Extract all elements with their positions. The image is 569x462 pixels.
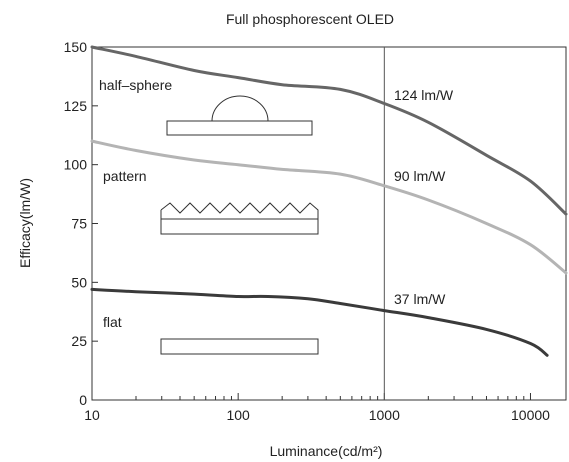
series-line-2 — [90, 287, 549, 357]
efficacy-annotation: 90 lm/W — [394, 168, 446, 184]
x-tick-label: 100 — [226, 407, 250, 423]
series-label: pattern — [103, 168, 147, 184]
series-line-1 — [90, 139, 568, 275]
y-tick-label: 25 — [71, 333, 87, 349]
efficacy-annotation: 37 lm/W — [394, 291, 446, 307]
x-tick-label: 1000 — [369, 407, 400, 423]
y-tick-label: 150 — [64, 39, 88, 55]
y-tick-label: 75 — [71, 216, 87, 232]
x-tick-label: 10000 — [511, 407, 550, 423]
x-tick-label: 10 — [84, 407, 100, 423]
x-axis-title: Luminance(cd/m²) — [270, 443, 383, 459]
pattern-device-sketch — [160, 202, 319, 235]
y-axis-title: Efficacy(lm/W) — [17, 178, 33, 268]
series-label: half–sphere — [99, 77, 172, 93]
y-tick-label: 125 — [64, 98, 88, 114]
y-tick-label: 100 — [64, 157, 88, 173]
flat-device-sketch — [160, 338, 319, 355]
series-label: flat — [103, 314, 122, 330]
plot-frame — [91, 46, 567, 401]
efficacy-annotation: 124 lm/W — [394, 87, 454, 103]
chart-title: Full phosphorescent OLED — [226, 11, 394, 27]
y-tick-label: 50 — [71, 274, 87, 290]
y-tick-label: 0 — [79, 392, 87, 408]
series-line-0 — [90, 45, 568, 216]
half-sphere-device-sketch — [166, 95, 313, 136]
